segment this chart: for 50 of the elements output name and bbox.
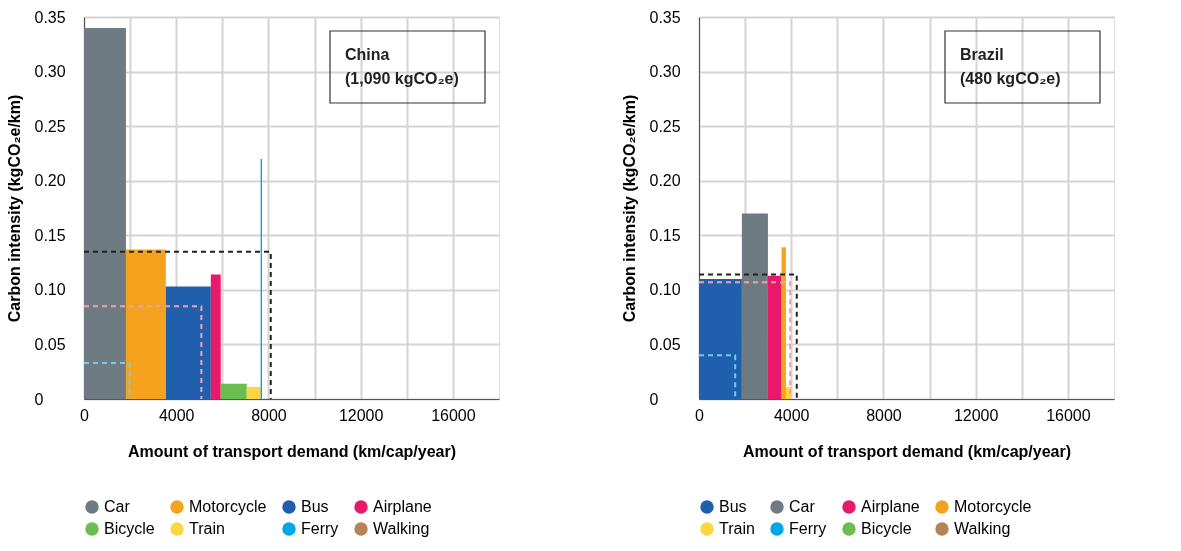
legend-label: Walking: [954, 520, 1011, 537]
x-tick-label: 4000: [773, 406, 810, 424]
legend-label: Motorcycle: [954, 498, 1032, 515]
legend-label: Ferry: [789, 520, 827, 537]
legend-label: Car: [789, 498, 816, 515]
legend-label: Airplane: [373, 498, 432, 515]
legend-label: Bus: [719, 498, 747, 515]
y-tick-label: 0.15: [34, 226, 66, 244]
y-tick-label: 0.25: [34, 117, 66, 135]
y-tick-label: 0.05: [649, 335, 681, 353]
legend-label: Bicycle: [104, 520, 155, 537]
x-axis-title: Amount of transport demand (km/cap/year): [742, 442, 1072, 460]
x-tick-label: 16000: [431, 406, 476, 424]
y-axis-title: Carbon intensity (kgCO₂e/km): [620, 94, 638, 323]
legend-label: Bicycle: [861, 520, 912, 537]
x-tick-label: 4000: [158, 406, 195, 424]
legend-label: Motorcycle: [189, 498, 267, 515]
y-tick-label: 0.30: [34, 63, 66, 81]
y-tick-label: 0.25: [649, 117, 681, 135]
legend-label: Walking: [373, 520, 430, 537]
x-tick-label: 12000: [953, 406, 999, 424]
y-axis-title: Carbon intensity (kgCO₂e/km): [5, 94, 23, 323]
y-tick-label: 0.15: [649, 226, 681, 244]
y-tick-label: 0: [649, 390, 659, 408]
y-tick-label: 0.30: [649, 63, 681, 81]
annotation: China: [345, 46, 390, 63]
y-tick-label: 0.35: [649, 8, 681, 26]
y-tick-label: 0: [34, 390, 44, 408]
x-tick-label: 0: [695, 406, 705, 424]
annotation: (1,090 kgCO₂e): [345, 70, 459, 87]
x-tick-label: 16000: [1046, 406, 1091, 424]
legend-label: Train: [719, 520, 755, 537]
legend-label: Ferry: [301, 520, 339, 537]
x-tick-label: 0: [80, 406, 90, 424]
annotation: (480 kgCO₂e): [960, 70, 1061, 87]
x-axis-title: Amount of transport demand (km/cap/year): [127, 442, 457, 460]
y-tick-label: 0.05: [34, 335, 66, 353]
x-tick-label: 8000: [866, 406, 902, 424]
y-tick-label: 0.20: [34, 172, 66, 190]
y-tick-label: 0.10: [649, 281, 681, 299]
legend-label: Bus: [301, 498, 329, 515]
y-tick-label: 0.10: [34, 281, 66, 299]
x-tick-label: 8000: [251, 406, 287, 424]
annotation: Brazil: [960, 46, 1004, 63]
x-tick-label: 12000: [338, 406, 384, 424]
legend-label: Airplane: [861, 498, 920, 515]
legend-label: Car: [104, 498, 131, 515]
y-tick-label: 0.20: [649, 172, 681, 190]
legend-label: Train: [189, 520, 225, 537]
y-tick-label: 0.35: [34, 8, 66, 26]
